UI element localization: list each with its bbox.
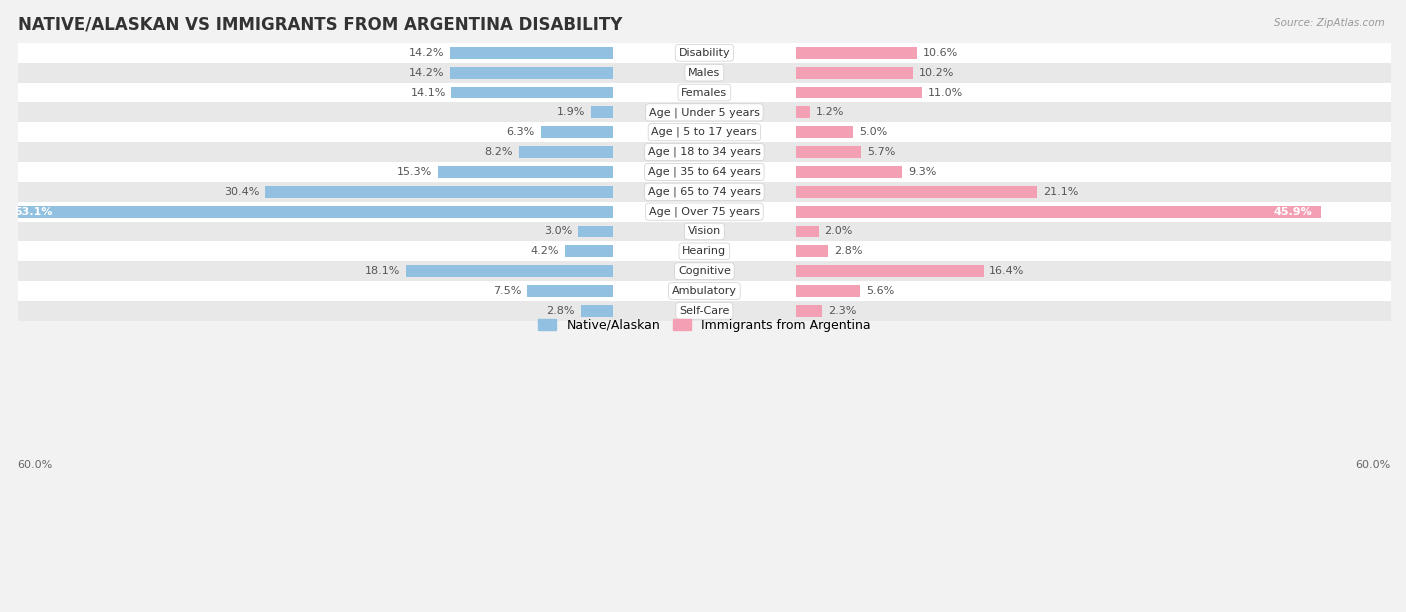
Text: 1.9%: 1.9% xyxy=(557,107,585,118)
Bar xyxy=(796,305,823,317)
Text: 14.1%: 14.1% xyxy=(411,88,446,97)
Bar xyxy=(527,285,613,297)
Text: Age | 65 to 74 years: Age | 65 to 74 years xyxy=(648,187,761,197)
Bar xyxy=(796,285,860,297)
Bar xyxy=(18,142,1391,162)
Text: 7.5%: 7.5% xyxy=(494,286,522,296)
Text: 2.3%: 2.3% xyxy=(828,306,856,316)
Text: 60.0%: 60.0% xyxy=(1355,460,1391,470)
Bar xyxy=(796,146,860,158)
Bar xyxy=(437,166,613,178)
Bar xyxy=(6,206,613,217)
Bar xyxy=(796,225,818,237)
Text: 10.2%: 10.2% xyxy=(918,68,953,78)
Text: 5.0%: 5.0% xyxy=(859,127,887,137)
Text: 60.0%: 60.0% xyxy=(18,460,53,470)
Text: Cognitive: Cognitive xyxy=(678,266,731,276)
Text: 9.3%: 9.3% xyxy=(908,167,936,177)
Text: Age | 35 to 64 years: Age | 35 to 64 years xyxy=(648,166,761,177)
Text: Ambulatory: Ambulatory xyxy=(672,286,737,296)
Bar xyxy=(18,281,1391,301)
Text: Disability: Disability xyxy=(679,48,730,58)
Bar xyxy=(406,265,613,277)
Text: 21.1%: 21.1% xyxy=(1043,187,1078,197)
Text: Hearing: Hearing xyxy=(682,246,727,256)
Text: 1.2%: 1.2% xyxy=(815,107,844,118)
Bar xyxy=(18,301,1391,321)
Legend: Native/Alaskan, Immigrants from Argentina: Native/Alaskan, Immigrants from Argentin… xyxy=(533,314,876,337)
Bar xyxy=(519,146,613,158)
Bar xyxy=(796,265,984,277)
Bar xyxy=(565,245,613,257)
Text: 5.7%: 5.7% xyxy=(868,147,896,157)
Bar xyxy=(264,186,613,198)
Bar xyxy=(18,83,1391,102)
Text: 2.8%: 2.8% xyxy=(547,306,575,316)
Text: 18.1%: 18.1% xyxy=(364,266,399,276)
Text: 15.3%: 15.3% xyxy=(396,167,432,177)
Text: Source: ZipAtlas.com: Source: ZipAtlas.com xyxy=(1274,18,1385,28)
Text: 2.8%: 2.8% xyxy=(834,246,862,256)
Bar xyxy=(796,67,912,78)
Text: Self-Care: Self-Care xyxy=(679,306,730,316)
Bar xyxy=(18,222,1391,241)
Bar xyxy=(18,122,1391,142)
Bar xyxy=(18,241,1391,261)
Text: 2.0%: 2.0% xyxy=(824,226,853,236)
Bar xyxy=(578,225,613,237)
Text: 10.6%: 10.6% xyxy=(922,48,959,58)
Text: Age | Over 75 years: Age | Over 75 years xyxy=(648,206,759,217)
Text: 16.4%: 16.4% xyxy=(990,266,1025,276)
Bar xyxy=(796,126,853,138)
Bar xyxy=(591,106,613,118)
Bar xyxy=(18,43,1391,63)
Text: NATIVE/ALASKAN VS IMMIGRANTS FROM ARGENTINA DISABILITY: NATIVE/ALASKAN VS IMMIGRANTS FROM ARGENT… xyxy=(18,15,621,33)
Bar xyxy=(451,86,613,99)
Bar xyxy=(796,206,1322,217)
Text: Males: Males xyxy=(689,68,720,78)
Bar xyxy=(18,63,1391,83)
Bar xyxy=(18,162,1391,182)
Bar xyxy=(796,186,1038,198)
Text: Age | 5 to 17 years: Age | 5 to 17 years xyxy=(651,127,758,138)
Bar xyxy=(796,47,917,59)
Bar xyxy=(796,166,903,178)
Text: 14.2%: 14.2% xyxy=(409,68,444,78)
Text: Females: Females xyxy=(682,88,727,97)
Bar xyxy=(18,202,1391,222)
Text: 53.1%: 53.1% xyxy=(14,207,52,217)
Text: 30.4%: 30.4% xyxy=(224,187,259,197)
Bar xyxy=(450,67,613,78)
Text: 5.6%: 5.6% xyxy=(866,286,894,296)
Text: 45.9%: 45.9% xyxy=(1274,207,1312,217)
Bar xyxy=(541,126,613,138)
Bar xyxy=(18,182,1391,202)
Text: Vision: Vision xyxy=(688,226,721,236)
Text: 14.2%: 14.2% xyxy=(409,48,444,58)
Bar xyxy=(796,106,810,118)
Bar xyxy=(796,86,922,99)
Text: 11.0%: 11.0% xyxy=(928,88,963,97)
Text: 6.3%: 6.3% xyxy=(506,127,536,137)
Bar xyxy=(796,245,828,257)
Bar xyxy=(450,47,613,59)
Bar xyxy=(18,102,1391,122)
Text: 4.2%: 4.2% xyxy=(530,246,560,256)
Text: Age | 18 to 34 years: Age | 18 to 34 years xyxy=(648,147,761,157)
Bar xyxy=(18,261,1391,281)
Text: Age | Under 5 years: Age | Under 5 years xyxy=(650,107,759,118)
Text: 3.0%: 3.0% xyxy=(544,226,572,236)
Bar xyxy=(581,305,613,317)
Text: 8.2%: 8.2% xyxy=(485,147,513,157)
